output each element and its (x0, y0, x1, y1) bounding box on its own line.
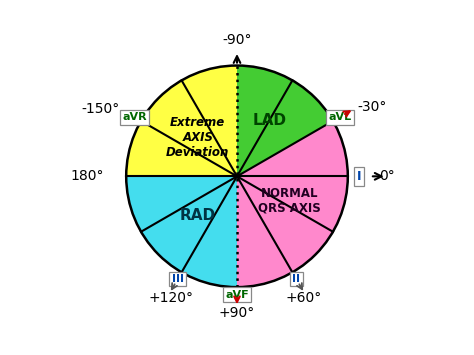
Text: III: III (172, 274, 184, 284)
Text: II: II (292, 274, 300, 284)
Text: +60°: +60° (285, 291, 321, 306)
Text: LAD: LAD (252, 113, 286, 128)
Text: -150°: -150° (82, 102, 120, 116)
Text: 0°: 0° (379, 169, 394, 183)
Polygon shape (126, 66, 237, 176)
Text: +120°: +120° (148, 291, 193, 306)
Text: I: I (356, 170, 361, 183)
Text: Extreme
AXIS
Deviation: Extreme AXIS Deviation (166, 116, 229, 159)
Text: -30°: -30° (357, 100, 386, 114)
Text: -90°: -90° (222, 33, 252, 47)
Text: 180°: 180° (71, 169, 104, 183)
Text: aVF: aVF (225, 290, 249, 300)
Text: +90°: +90° (219, 306, 255, 320)
Text: aVL: aVL (328, 112, 351, 122)
Text: RAD: RAD (180, 208, 216, 223)
Text: aVR: aVR (122, 112, 146, 122)
Polygon shape (237, 121, 348, 287)
Text: NORMAL
QRS AXIS: NORMAL QRS AXIS (258, 187, 320, 215)
Polygon shape (126, 176, 237, 287)
Polygon shape (237, 66, 333, 176)
